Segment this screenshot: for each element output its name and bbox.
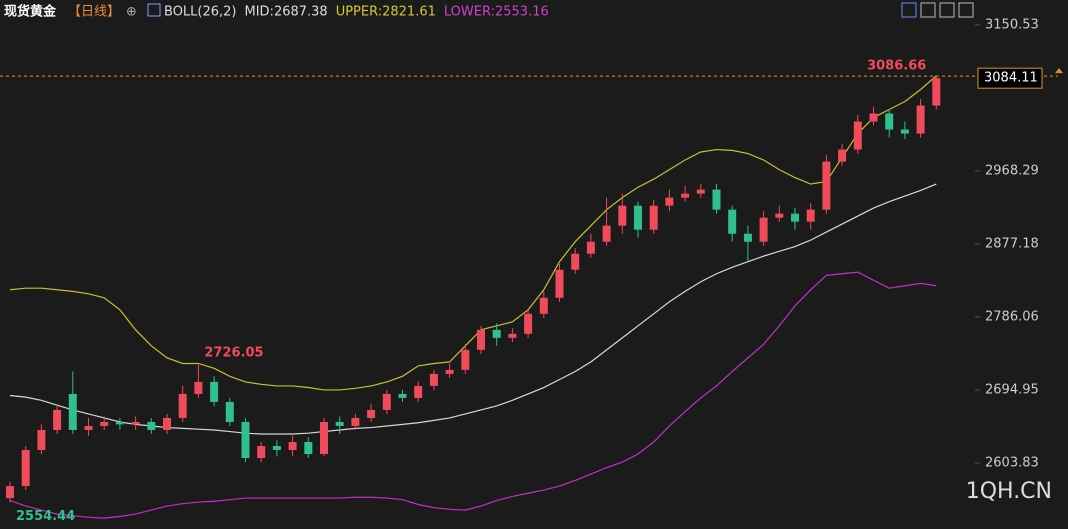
candle-body [414,385,423,398]
candle-body [743,233,752,242]
candle-body [696,189,705,194]
candle-body [37,429,46,451]
candle-body [477,329,485,350]
y-tick-label: 2968.29 [985,163,1039,178]
candle-body [461,349,470,370]
candle-body [429,373,438,386]
band-line [9,75,937,391]
candle-body [210,381,219,402]
period: 【日线】 [68,5,120,20]
candle-body [508,333,517,338]
band-line [9,271,937,519]
candle-body [272,446,281,451]
y-tick-label: 2603.83 [985,455,1039,470]
candle-body [555,269,564,298]
price-label: 3084.11 [984,71,1038,86]
candle-body [759,217,768,242]
chart-title: 现货黄金 [4,4,57,20]
candle-body [900,129,909,134]
candle-body [728,209,737,234]
candle-body [225,401,234,422]
candle-body [869,113,878,122]
candle-body [791,213,799,222]
price-box [977,67,1043,89]
high-label: 3086.66 [867,59,926,74]
candle-body [147,421,156,430]
candle-body [665,197,674,206]
legend-entry: LOWER:2553.16 [444,5,549,20]
y-tick-label: 2786.06 [985,309,1039,324]
candle-body [571,253,580,270]
tool-button[interactable] [901,2,917,18]
candle-body [853,121,862,150]
candle-body [681,193,690,198]
candle-body [131,421,140,425]
price-arrow [1055,68,1063,74]
candle-body [586,241,595,254]
candle-body [320,421,328,455]
candle-body [885,113,894,130]
candle-body [634,205,642,230]
y-tick-label: 2877.18 [985,236,1039,251]
candle-body [304,441,313,455]
candle-body [351,417,360,426]
legend-entry: UPPER:2821.61 [336,5,436,20]
candle-body [445,369,454,374]
y-tick-label: 3150.53 [985,17,1039,32]
candle-body [382,393,391,410]
candle-body [806,209,815,222]
tool-button[interactable] [920,2,936,18]
indicator-icon [147,3,161,17]
candle-body [288,441,297,451]
dropdown-icon[interactable]: ⊕ [126,5,137,20]
candle-body [712,189,721,210]
legend-entry: MID:2687.38 [245,5,328,20]
candle-body [178,393,187,418]
candle-body [649,205,658,230]
candle-body [524,313,533,334]
candle-body [53,409,62,430]
candle-body [163,417,171,430]
candle-body [775,213,784,218]
candle-body [257,446,266,459]
candle-body [21,450,30,487]
y-tick-label: 2694.95 [985,382,1039,397]
candle-body [822,161,831,210]
candle-body [241,421,250,459]
candle-body [618,205,627,226]
watermark: 1QH.CN [966,479,1052,504]
legend: BOLL(26,2) MID:2687.38 UPPER:2821.61 LOWER:… [164,5,549,20]
candle-body [932,78,941,106]
candle-body [916,105,925,134]
candle-body [539,297,548,314]
candle-body [367,409,376,418]
toolbar [901,2,974,18]
candle-body [84,425,93,430]
tool-button[interactable] [958,2,974,18]
candle-body [194,381,203,394]
candle-body [6,486,14,499]
tool-button[interactable] [939,2,955,18]
candle-body [100,421,109,426]
candle-body [492,329,501,338]
candle-body [602,225,611,242]
peak-label: 2726.05 [204,346,263,361]
candle-body [115,421,124,425]
candle-body [68,393,77,430]
candle-body [335,421,344,426]
candle-body [398,393,407,398]
legend-entry: BOLL(26,2) [164,5,237,20]
candle-body [838,149,847,162]
low-label: 2554.44 [16,509,75,524]
